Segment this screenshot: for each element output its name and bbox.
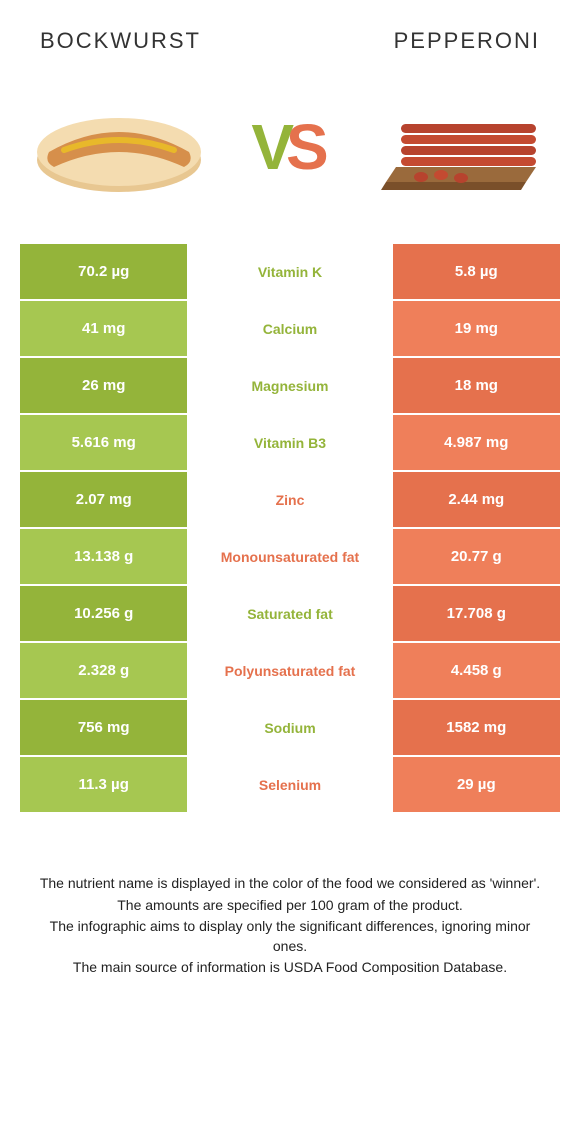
nutrient-left-value: 70.2 µg	[20, 244, 187, 299]
food-title-left: BOCKWURST	[40, 28, 201, 54]
table-row: 2.328 gPolyunsaturated fat4.458 g	[20, 643, 560, 698]
nutrient-right-value: 29 µg	[393, 757, 560, 812]
nutrient-left-value: 11.3 µg	[20, 757, 187, 812]
nutrient-right-value: 4.987 mg	[393, 415, 560, 470]
table-row: 10.256 gSaturated fat17.708 g	[20, 586, 560, 641]
nutrient-name: Saturated fat	[187, 586, 392, 641]
nutrient-left-value: 756 mg	[20, 700, 187, 755]
nutrient-left-value: 2.328 g	[20, 643, 187, 698]
nutrient-right-value: 19 mg	[393, 301, 560, 356]
table-row: 2.07 mgZinc2.44 mg	[20, 472, 560, 527]
food-image-right	[366, 82, 556, 212]
nutrient-right-value: 1582 mg	[393, 700, 560, 755]
vs-label: V S	[251, 110, 328, 184]
nutrient-right-value: 5.8 µg	[393, 244, 560, 299]
nutrient-left-value: 5.616 mg	[20, 415, 187, 470]
table-row: 70.2 µgVitamin K5.8 µg	[20, 244, 560, 299]
nutrient-name: Selenium	[187, 757, 392, 812]
nutrient-left-value: 26 mg	[20, 358, 187, 413]
nutrient-name: Sodium	[187, 700, 392, 755]
nutrient-name: Calcium	[187, 301, 392, 356]
footer-line: The infographic aims to display only the…	[32, 917, 548, 956]
nutrient-right-value: 20.77 g	[393, 529, 560, 584]
nutrient-left-value: 10.256 g	[20, 586, 187, 641]
nutrient-name: Monounsaturated fat	[187, 529, 392, 584]
nutrient-name: Vitamin K	[187, 244, 392, 299]
table-row: 13.138 gMonounsaturated fat20.77 g	[20, 529, 560, 584]
footer-notes: The nutrient name is displayed in the co…	[0, 814, 580, 980]
nutrient-name: Vitamin B3	[187, 415, 392, 470]
nutrient-left-value: 41 mg	[20, 301, 187, 356]
footer-line: The main source of information is USDA F…	[32, 958, 548, 978]
nutrient-right-value: 18 mg	[393, 358, 560, 413]
nutrient-left-value: 13.138 g	[20, 529, 187, 584]
table-row: 756 mgSodium1582 mg	[20, 700, 560, 755]
nutrient-name: Zinc	[187, 472, 392, 527]
nutrient-right-value: 4.458 g	[393, 643, 560, 698]
nutrient-table: 70.2 µgVitamin K5.8 µg41 mgCalcium19 mg2…	[20, 242, 560, 814]
vs-s: S	[286, 110, 329, 184]
table-row: 5.616 mgVitamin B34.987 mg	[20, 415, 560, 470]
nutrient-name: Magnesium	[187, 358, 392, 413]
table-row: 26 mgMagnesium18 mg	[20, 358, 560, 413]
nutrient-right-value: 2.44 mg	[393, 472, 560, 527]
table-row: 41 mgCalcium19 mg	[20, 301, 560, 356]
nutrient-name: Polyunsaturated fat	[187, 643, 392, 698]
food-title-right: PEPPERONI	[394, 28, 540, 54]
footer-line: The nutrient name is displayed in the co…	[32, 874, 548, 894]
nutrient-right-value: 17.708 g	[393, 586, 560, 641]
food-image-left	[24, 82, 214, 212]
footer-line: The amounts are specified per 100 gram o…	[32, 896, 548, 916]
nutrient-left-value: 2.07 mg	[20, 472, 187, 527]
table-row: 11.3 µgSelenium29 µg	[20, 757, 560, 812]
